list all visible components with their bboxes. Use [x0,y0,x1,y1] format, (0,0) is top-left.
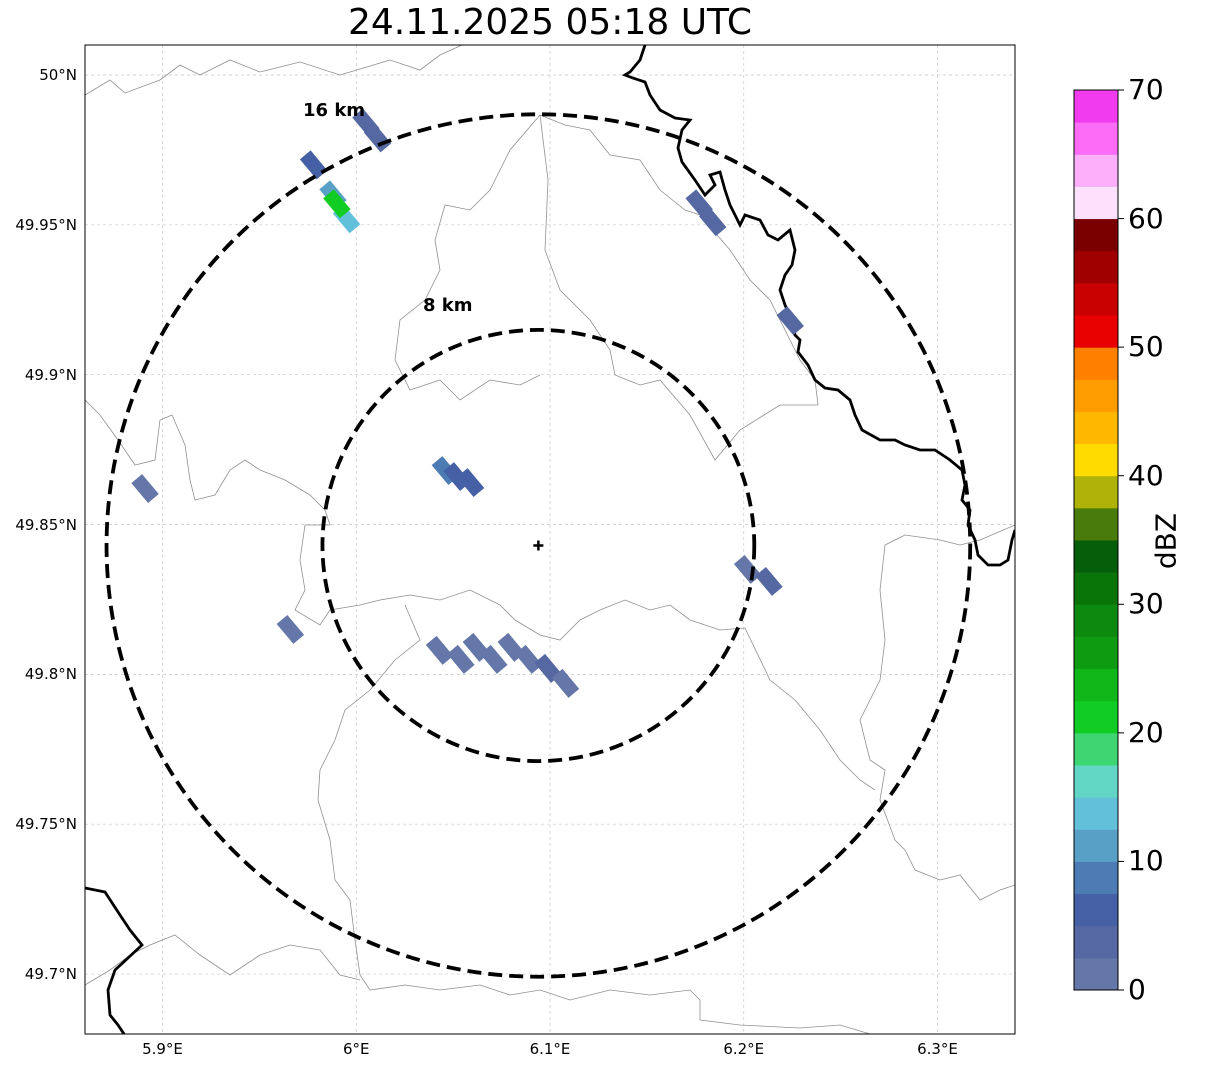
colorbar-unit-label: dBZ [1149,512,1183,570]
colorbar-tick-label: 70 [1128,73,1164,106]
colorbar-segment [1074,829,1118,862]
colorbar-segment [1074,604,1118,637]
colorbar-segment [1074,893,1118,927]
colorbar-segment [1074,122,1118,155]
colorbar-segment [1074,636,1118,670]
colorbar-segment [1074,957,1118,991]
lat-tick-label: 49.8°N [24,665,77,684]
national-border [621,45,1015,567]
colorbar-segment [1074,250,1118,284]
national-border [85,886,144,1034]
colorbar-tick-label: 0 [1128,973,1146,1006]
range-ring [320,327,757,764]
colorbar-segment [1074,475,1118,509]
radar-echo [299,150,328,180]
colorbar-segment [1074,797,1118,830]
admin-boundary [394,114,541,401]
lat-tick-label: 49.95°N [15,215,77,234]
lat-tick-label: 50°N [39,65,77,84]
radar-echo [551,668,580,698]
map-frame [84,44,1016,1035]
radar-echo [363,123,392,153]
colorbar-segment [1074,186,1118,220]
lon-tick-label: 6.3°E [917,1040,958,1058]
colorbar-tick-label: 20 [1128,715,1164,749]
colorbar-segment [1074,861,1118,895]
colorbar-tick-label: 30 [1128,587,1164,621]
colorbar-segment [1074,347,1118,380]
admin-boundary [539,114,819,461]
colorbar-segment [1074,411,1118,445]
colorbar-segment [1074,218,1118,252]
colorbar-segment [1074,507,1118,541]
lat-tick-label: 49.85°N [15,515,77,534]
radar-echo [425,635,454,665]
admin-boundary [744,627,876,791]
radar-echo [323,189,351,219]
colorbar-segment [1074,315,1118,348]
radar-echo [456,468,485,498]
colorbar-segment [1074,765,1118,798]
lat-tick-label: 49.75°N [15,815,77,834]
admin-boundary [859,524,1015,901]
colorbar-segment [1074,700,1118,734]
colorbar-segment [1074,668,1118,702]
range-rings [104,112,973,979]
radar-echo [514,644,543,674]
admin-boundary [85,45,463,96]
lon-tick-label: 6.2°E [723,1040,765,1058]
lat-tick-label: 49.7°N [24,965,77,984]
range-ring [104,112,973,979]
radar-echo [755,566,783,596]
radar-site-marker [533,540,544,551]
radar-echo [276,614,305,644]
radar-echo [131,474,159,504]
colorbar-segment [1074,154,1118,187]
colorbar-frame [1073,89,1119,991]
colorbar-tick-label: 50 [1128,330,1164,364]
radar-echoes [131,108,804,698]
admin-boundary [85,399,746,641]
colorbar-segment [1074,925,1118,959]
colorbar-tick-label: 10 [1128,844,1164,878]
colorbar-segment [1074,540,1118,573]
colorbar-segment [1074,90,1118,123]
map-gridlines [85,45,1015,1034]
lon-tick-label: 5.9°E [142,1040,183,1058]
lon-tick-label: 6.1°E [529,1040,571,1058]
lat-tick-label: 49.9°N [24,365,77,384]
colorbar-segment [1074,732,1118,766]
colorbar-segment [1074,443,1118,477]
radar-echo [480,644,508,674]
colorbar-tick-label: 60 [1128,201,1164,235]
colorbar-tick-label: 40 [1128,458,1164,492]
radar-echo [447,644,475,674]
colorbar [1074,89,1124,991]
map-title: 24.11.2025 05:18 UTC [347,2,753,43]
lon-tick-label: 6°E [342,1040,370,1058]
colorbar-segment [1074,282,1118,316]
colorbar-segment [1074,379,1118,412]
admin-boundary [317,604,871,1034]
colorbar-segment [1074,572,1118,605]
admin-boundaries [85,45,1015,1034]
radar-echo [733,555,762,584]
radar-echo [776,306,804,336]
radar-echo [699,207,727,237]
ring-label-8km: 8 km [423,295,473,316]
ring-label-16km: 16 km [303,100,366,121]
